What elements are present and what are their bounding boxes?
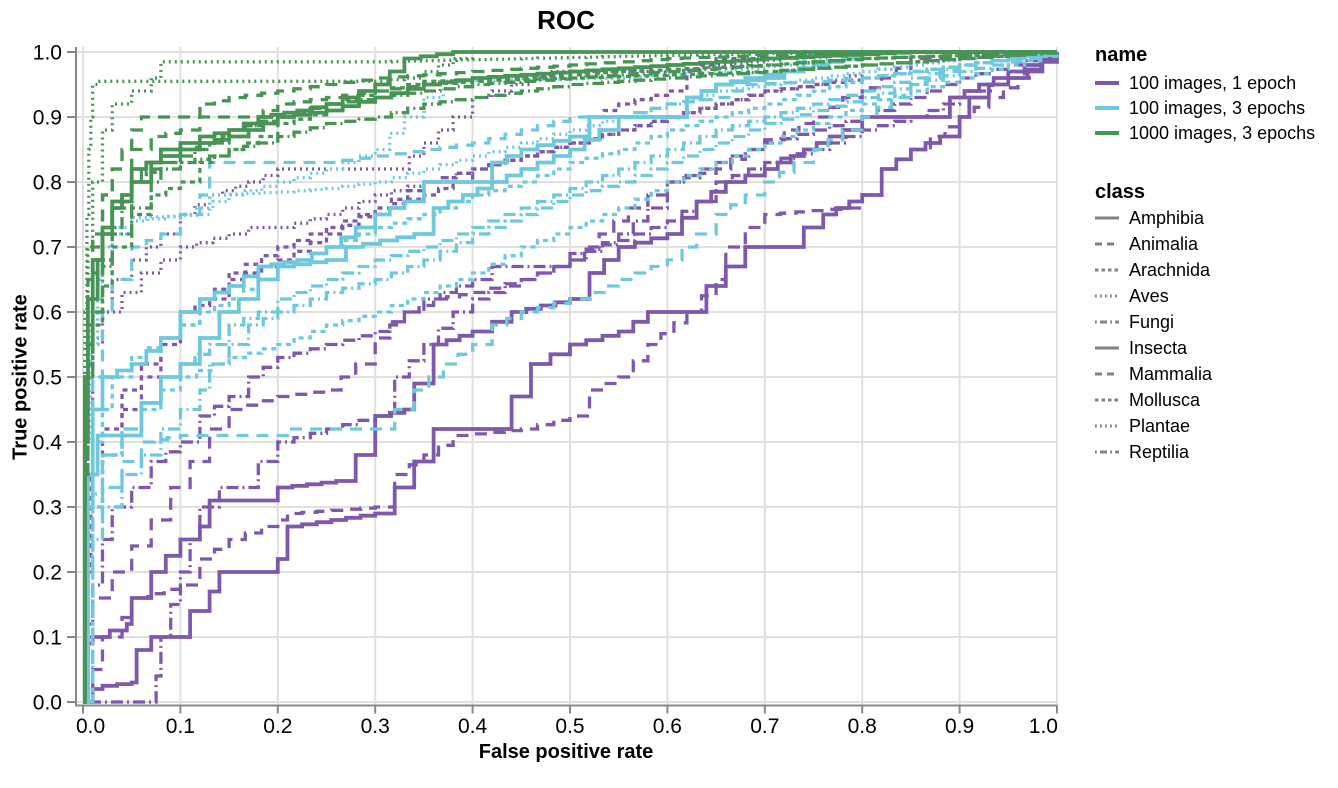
legend-class-item-arachnida: Arachnida — [1095, 257, 1338, 283]
legend-class-item-insecta: Insecta — [1095, 335, 1338, 361]
legend-name-item-100-images-1-epoch: 100 images, 1 epoch — [1095, 70, 1338, 95]
curve-1000-images-3-epochs-fungi — [83, 50, 1059, 704]
y-tick-label: 0.4 — [33, 432, 63, 455]
legend-line-swatch-icon — [1095, 372, 1119, 376]
legend-class-item-amphibia: Amphibia — [1095, 205, 1338, 231]
legend-class-item-fungi: Fungi — [1095, 309, 1338, 335]
curve-100-images-3-epochs-animalia — [83, 52, 1059, 704]
legend-class-item-arachnida-label: Arachnida — [1129, 260, 1211, 280]
legend-line-swatch-icon — [1095, 130, 1119, 135]
curve-1000-images-3-epochs-reptilia — [83, 51, 1059, 704]
legend-line-swatch-icon — [1095, 346, 1119, 350]
curve-100-images-3-epochs-reptilia — [83, 52, 1059, 704]
y-tick-label: 0.5 — [33, 367, 62, 390]
y-axis-title: True positive rate — [9, 294, 32, 460]
legend-class-item-animalia: Animalia — [1095, 231, 1338, 257]
legend-name-item-100-images-1-epoch-label: 100 images, 1 epoch — [1129, 72, 1297, 93]
curve-100-images-1-epoch-mammalia — [83, 52, 1059, 704]
x-tick-label: 1.0 — [1029, 715, 1058, 738]
y-tick-label: 0.6 — [33, 302, 62, 325]
legend-line-swatch-icon — [1095, 105, 1119, 110]
legend-class-title: class — [1095, 181, 1146, 203]
legend-class-item-aves: Aves — [1095, 283, 1338, 309]
legend-line-swatch-icon — [1095, 450, 1119, 454]
legend-line-swatch-icon — [1095, 216, 1119, 220]
chart-title: ROC — [537, 5, 595, 35]
legend-class-items: Amphibia Animalia Arachnida Aves Fungi Insect… — [1095, 205, 1338, 465]
legend-name-title: name — [1095, 44, 1148, 66]
legend-class-item-fungi-label: Fungi — [1129, 312, 1175, 332]
legend-line-swatch-icon — [1095, 424, 1119, 428]
y-tick-label: 0.3 — [33, 497, 62, 520]
legend-class-item-reptilia: Reptilia — [1095, 439, 1338, 465]
curve-100-images-3-epochs-mammalia — [83, 52, 1059, 704]
legend-name-item-1000-images-3-epochs-label: 1000 images, 3 epochs — [1129, 122, 1316, 143]
legend-class-item-insecta-label: Insecta — [1129, 338, 1188, 358]
curve-1000-images-3-epochs-mollusca — [83, 51, 1059, 704]
legend-class-item-mammalia: Mammalia — [1095, 361, 1338, 387]
legend-class-item-mammalia-label: Mammalia — [1129, 364, 1213, 384]
legend-class-item-mollusca-label: Mollusca — [1129, 390, 1201, 410]
y-tick-label: 0.1 — [33, 627, 62, 650]
legend-class-item-plantae: Plantae — [1095, 413, 1338, 439]
legend-class-item-reptilia-label: Reptilia — [1129, 442, 1190, 462]
legend-line-swatch-icon — [1095, 398, 1119, 402]
legend-line-swatch-icon — [1095, 320, 1119, 324]
y-tick-label: 0.8 — [33, 172, 62, 195]
x-tick-label: 0.8 — [848, 715, 877, 738]
legend-name-item-100-images-3-epochs: 100 images, 3 epochs — [1095, 95, 1338, 120]
curve-1000-images-3-epochs-mammalia — [83, 50, 1057, 704]
curve-100-images-1-epoch-reptilia — [83, 52, 1059, 704]
x-tick-label: 0.0 — [76, 715, 105, 738]
curve-100-images-3-epochs-insecta — [83, 50, 1057, 704]
legend-line-swatch-icon — [1095, 80, 1119, 85]
legend-class-item-plantae-label: Plantae — [1129, 416, 1191, 436]
legend-class-item-aves-label: Aves — [1129, 286, 1169, 306]
y-tick-label: 0.0 — [33, 692, 62, 715]
curve-1000-images-3-epochs-insecta — [83, 50, 1057, 704]
curve-100-images-1-epoch-fungi — [83, 52, 1059, 704]
legend-class-item-mollusca: Mollusca — [1095, 387, 1338, 413]
curve-100-images-1-epoch-aves — [83, 50, 1057, 704]
legend-line-swatch-icon — [1095, 268, 1119, 272]
y-tick-label: 1.0 — [33, 42, 62, 65]
curves — [83, 50, 1059, 704]
legend-name-items: 100 images, 1 epoch 100 images, 3 epochs 1… — [1095, 70, 1338, 145]
legend-class-item-amphibia-label: Amphibia — [1129, 208, 1205, 228]
legend-line-swatch-icon — [1095, 242, 1119, 246]
x-axis-title: False positive rate — [478, 741, 654, 763]
y-tick-label: 0.7 — [33, 237, 62, 260]
x-tick-label: 0.2 — [263, 715, 292, 738]
x-tick-label: 0.5 — [555, 715, 584, 738]
y-tick-label: 0.2 — [33, 562, 62, 585]
legend-line-swatch-icon — [1095, 294, 1119, 298]
x-tick-label: 0.9 — [945, 715, 974, 738]
x-tick-label: 0.3 — [361, 715, 390, 738]
curve-100-images-3-epochs-mollusca — [83, 52, 1059, 704]
x-tick-label: 0.4 — [458, 715, 488, 738]
axes: 0.0 0.1 0.2 0.3 0.4 0.5 0.6 0.7 0.8 0.9 1.0 0.0 0.1 0… — [33, 42, 1058, 738]
x-tick-label: 0.6 — [653, 715, 682, 738]
legend-name-item-1000-images-3-epochs: 1000 images, 3 epochs — [1095, 120, 1338, 145]
curve-100-images-3-epochs-fungi — [83, 52, 1059, 704]
curve-1000-images-3-epochs-plantae — [83, 50, 1057, 704]
y-tick-label: 0.9 — [33, 107, 62, 130]
legend-class-item-animalia-label: Animalia — [1129, 234, 1199, 254]
legend-name-item-100-images-3-epochs-label: 100 images, 3 epochs — [1129, 97, 1306, 118]
x-tick-label: 0.1 — [166, 715, 195, 738]
x-tick-label: 0.7 — [750, 715, 779, 738]
legend: name 100 images, 1 epoch 100 images, 3 ep… — [1095, 0, 1338, 465]
